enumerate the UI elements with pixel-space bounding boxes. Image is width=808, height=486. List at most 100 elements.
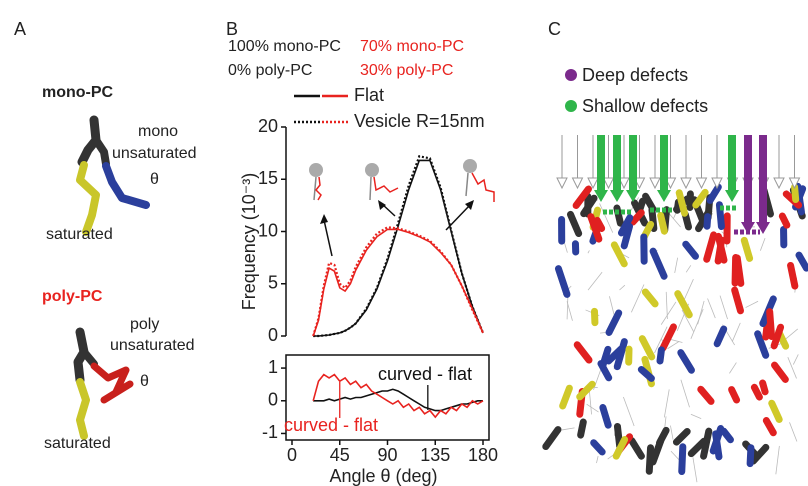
- legend-label: Vesicle R=15nm: [354, 111, 485, 131]
- legend-label: Shallow defects: [582, 96, 708, 116]
- x-tick-label: 45: [330, 445, 350, 465]
- lipid-segment: [649, 247, 668, 280]
- tail-wire: [619, 284, 626, 291]
- lipid-segment: [746, 444, 755, 468]
- lipid-segment: [656, 346, 665, 365]
- lipid-segment: [605, 345, 625, 365]
- lipid-segment: [728, 386, 741, 404]
- theta-label: θ: [140, 373, 149, 390]
- defect-head: [756, 222, 770, 234]
- composition-label: 30% poly-PC: [360, 62, 453, 79]
- chain-label: poly: [130, 316, 159, 333]
- y-tick-label: 20: [258, 116, 278, 136]
- lipid-segment: [566, 210, 583, 237]
- tail-wire: [561, 427, 575, 431]
- lipid-segment: [599, 345, 612, 369]
- lipid-segment: [577, 418, 587, 439]
- tail-wire: [692, 457, 698, 483]
- lipid-segment: [620, 222, 634, 250]
- lipid-segment: [706, 183, 722, 204]
- defect-head: [725, 190, 739, 202]
- defect-arrow: [759, 135, 767, 222]
- x-tick-label: 180: [468, 445, 498, 465]
- chain-label: saturated: [46, 226, 113, 243]
- lipid-segment: [678, 443, 687, 476]
- tail-wire: [631, 284, 645, 313]
- annotation: curved - flat: [284, 415, 378, 435]
- tail-wire: [690, 413, 702, 420]
- lipid-segment: [573, 341, 593, 364]
- lipid-segment: [791, 183, 800, 204]
- defect-arrow: [597, 135, 605, 190]
- lipid-segment: [542, 426, 562, 451]
- lipid-segment: [617, 214, 634, 237]
- tail-wire: [787, 357, 797, 379]
- y-tick-label: 15: [258, 168, 278, 188]
- lipid-segment: [649, 437, 665, 466]
- lipid-segment: [587, 213, 603, 243]
- tail-wire: [731, 322, 741, 342]
- lipid-segment: [787, 261, 799, 290]
- defect-head: [610, 190, 624, 202]
- x-tick-label: 135: [420, 445, 450, 465]
- lipid-segment: [731, 254, 740, 287]
- defect-arrow: [629, 135, 637, 190]
- lipid-segment: [590, 439, 606, 456]
- lipid-segment: [637, 366, 655, 382]
- lipid-segment: [572, 185, 592, 209]
- lipid-segment: [628, 437, 645, 460]
- tail-wire: [587, 250, 590, 254]
- data-line: [313, 155, 485, 338]
- composition-label: 0% poly-PC: [228, 62, 312, 79]
- lipid-segment: [713, 325, 728, 348]
- probe-head: [618, 177, 630, 190]
- tail-wire: [685, 265, 692, 273]
- lipid-segment: [687, 437, 708, 458]
- tail-wire: [682, 279, 694, 303]
- tail-wire: [729, 362, 737, 374]
- lipid-segment: [610, 241, 628, 268]
- tail-wire: [586, 403, 599, 413]
- lipid-segment: [559, 384, 573, 410]
- lipid-segment: [712, 430, 723, 461]
- molecule-title: mono-PC: [42, 84, 114, 101]
- tail-wire: [690, 308, 704, 339]
- panel-letter: B: [226, 19, 238, 39]
- tail-wire: [783, 328, 799, 341]
- lipid-segment: [576, 380, 596, 401]
- defect-arrow: [744, 135, 752, 222]
- defect-arrow: [660, 135, 668, 190]
- lipid-segment: [681, 210, 692, 231]
- tail-wire: [665, 291, 668, 320]
- lipid-segment: [629, 209, 645, 226]
- lipid-segment: [754, 330, 770, 359]
- defect-head: [594, 190, 608, 202]
- lipid-segment: [715, 201, 725, 231]
- defect-arrow: [728, 135, 736, 190]
- tail-wire: [775, 445, 780, 475]
- lipid-segment: [766, 308, 776, 340]
- mono-molecule: [76, 115, 150, 236]
- lipid-segment: [675, 189, 689, 217]
- data-line: [312, 373, 484, 419]
- tail-wire: [719, 295, 728, 320]
- composition-label: 70% mono-PC: [360, 38, 464, 55]
- tail-wire: [670, 339, 683, 343]
- tail-wire: [707, 298, 716, 319]
- y-tick-label: 5: [268, 273, 278, 293]
- probe-head: [695, 177, 708, 190]
- tail-wire: [745, 300, 759, 308]
- y-tick-label: -1: [262, 422, 278, 442]
- lipid-segment: [672, 428, 691, 446]
- composition-label: 100% mono-PC: [228, 38, 341, 55]
- defect-head: [741, 222, 755, 234]
- probe-head: [602, 177, 615, 190]
- tail-wire: [670, 425, 674, 440]
- lipid-segment: [692, 188, 709, 209]
- y-tick-label: 10: [258, 220, 278, 240]
- lipid-segment: [703, 213, 712, 230]
- tail-wire: [654, 326, 668, 354]
- lipid-segment: [580, 194, 598, 218]
- tail-wire: [681, 309, 694, 332]
- probe-head: [649, 177, 661, 190]
